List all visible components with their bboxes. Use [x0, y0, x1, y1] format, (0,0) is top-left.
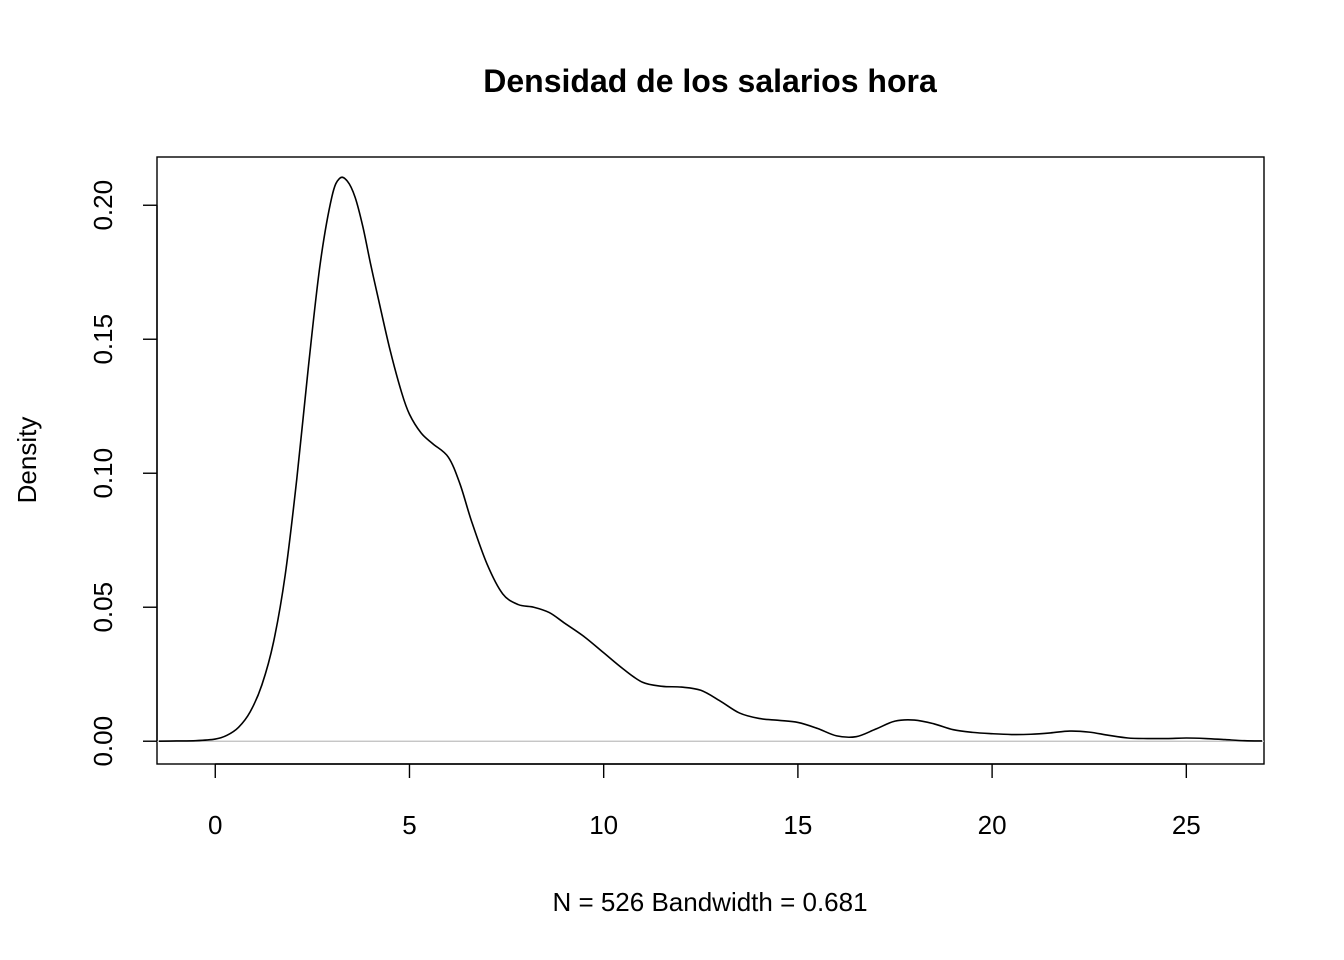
x-axis-label: N = 526 Bandwidth = 0.681 [552, 887, 867, 917]
y-axis: 0.00 0.05 0.10 0.15 0.20 [88, 180, 158, 767]
x-tick-label: 10 [589, 810, 618, 840]
y-tick-label: 0.05 [88, 582, 118, 633]
x-tick-label: 25 [1172, 810, 1201, 840]
x-tick-label: 0 [208, 810, 222, 840]
y-tick-label: 0.00 [88, 716, 118, 767]
x-tick-label: 5 [402, 810, 416, 840]
x-tick-label: 20 [978, 810, 1007, 840]
y-tick-label: 0.15 [88, 314, 118, 365]
y-tick-label: 0.20 [88, 180, 118, 231]
x-tick-label: 15 [783, 810, 812, 840]
y-tick-label: 0.10 [88, 448, 118, 499]
y-axis-label: Density [12, 417, 42, 504]
x-axis: 0 5 10 15 20 25 [208, 763, 1201, 840]
density-line [158, 176, 1263, 743]
chart-title: Densidad de los salarios hora [483, 63, 937, 99]
